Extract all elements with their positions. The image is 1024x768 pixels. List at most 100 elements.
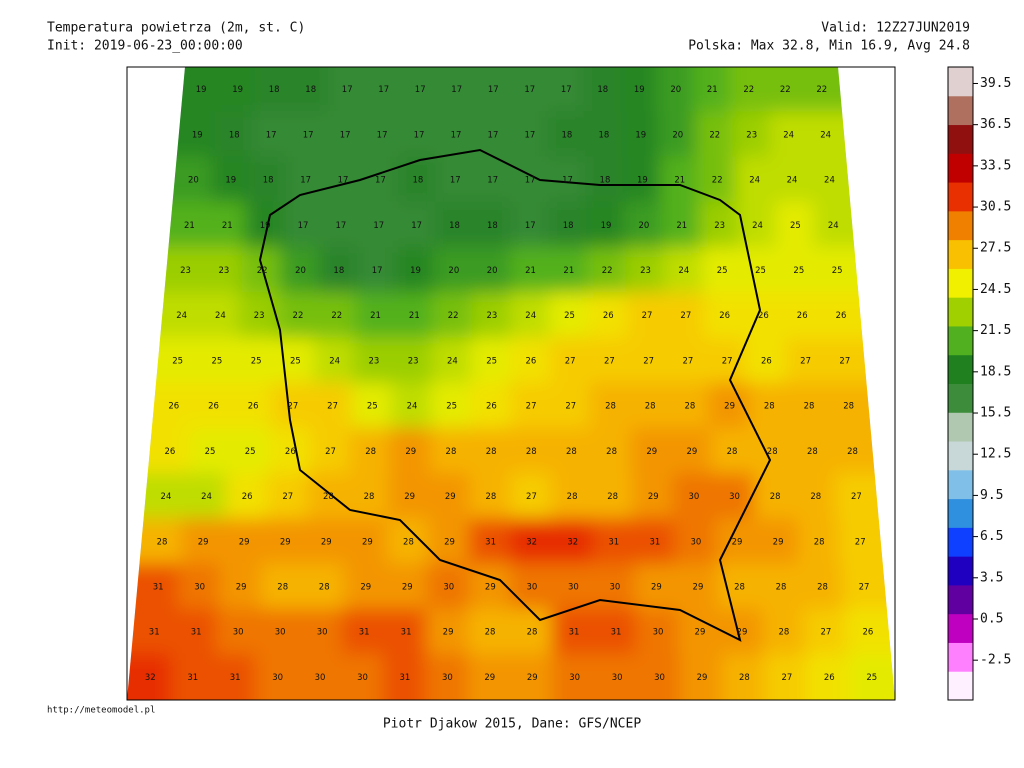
grid-value: 26	[797, 311, 808, 321]
temperature-cell	[216, 608, 261, 656]
grid-value: 18	[305, 85, 316, 95]
grid-value: 31	[569, 628, 580, 638]
temperature-cell	[127, 337, 199, 385]
colorbar-swatch	[948, 412, 973, 442]
temperature-cell	[232, 382, 275, 430]
grid-value: 17	[488, 85, 499, 95]
colorbar-tick-label: -2.5	[980, 653, 1011, 668]
grid-value: 29	[697, 673, 708, 683]
temperature-cell	[470, 382, 513, 430]
temperature-cell	[469, 518, 513, 566]
temperature-cell	[669, 382, 711, 430]
temperature-cell	[734, 156, 775, 204]
grid-value: 28	[767, 447, 778, 457]
grid-value: 28	[807, 447, 818, 457]
temperature-cell	[238, 292, 280, 340]
temperature-cell	[510, 292, 552, 340]
temperature-cell	[254, 67, 294, 114]
grid-value: 31	[608, 537, 619, 547]
stats: Polska: Max 32.8, Min 16.9, Avg 24.8	[688, 39, 970, 54]
temperature-cell	[791, 427, 834, 475]
grid-value: 26	[836, 311, 847, 321]
temperature-cell	[260, 563, 305, 611]
colorbar-tick-label: 3.5	[980, 570, 1003, 585]
grid-value: 24	[820, 130, 831, 140]
colorbar-tick-label: 33.5	[980, 158, 1011, 173]
grid-value: 26	[486, 402, 497, 412]
temperature-cell	[717, 563, 762, 611]
temperature-cell	[255, 653, 300, 700]
temperature-cell	[510, 563, 554, 611]
grid-value: 26	[761, 356, 772, 366]
grid-value: 30	[689, 492, 700, 502]
temperature-cell	[510, 518, 554, 566]
temperature-cell	[304, 518, 348, 566]
grid-value: 17	[303, 130, 314, 140]
grid-value: 30	[729, 492, 740, 502]
grid-value: 29	[648, 492, 659, 502]
grid-value: 23	[746, 130, 757, 140]
colorbar-tick-label: 27.5	[980, 241, 1011, 256]
colorbar-tick-label: 0.5	[980, 611, 1003, 626]
grid-value: 17	[336, 221, 347, 231]
colorbar-tick-label: 36.5	[980, 117, 1011, 132]
grid-value: 18	[333, 266, 344, 276]
grid-value: 23	[254, 311, 265, 321]
grid-value: 26	[525, 356, 536, 366]
temperature-cell	[824, 337, 895, 385]
temperature-cell	[588, 337, 630, 385]
grid-value: 31	[400, 673, 411, 683]
grid-value: 18	[229, 130, 240, 140]
grid-value: 17	[451, 130, 462, 140]
grid-value: 27	[287, 402, 298, 412]
grid-value: 26	[824, 673, 835, 683]
temperature-cell	[630, 427, 673, 475]
grid-value: 17	[525, 221, 536, 231]
grid-value: 17	[414, 130, 425, 140]
grid-value: 26	[168, 402, 179, 412]
temperature-cell	[551, 563, 596, 611]
grid-value: 29	[362, 537, 373, 547]
grid-value: 29	[239, 537, 250, 547]
grid-value: 25	[755, 266, 766, 276]
temperature-cell	[629, 382, 672, 430]
temperature-cell	[248, 156, 288, 204]
grid-value: 29	[236, 582, 247, 592]
temperature-cell	[550, 472, 594, 521]
temperature-cell	[127, 518, 184, 566]
grid-value: 19	[635, 130, 646, 140]
grid-value: 29	[651, 582, 662, 592]
grid-value: 28	[526, 447, 537, 457]
temperature-cell	[737, 201, 778, 249]
temperature-cell	[589, 382, 632, 430]
grid-value: 30	[612, 673, 623, 683]
temperature-cell	[211, 156, 251, 204]
grid-value: 21	[707, 85, 718, 95]
temperature-cell	[510, 653, 555, 700]
temperature-cell	[357, 246, 398, 295]
grid-value: 24	[329, 356, 340, 366]
temperature-cell	[431, 337, 474, 385]
grid-value: 24	[161, 492, 172, 502]
temperature-cell	[807, 653, 852, 700]
grid-value: 27	[526, 492, 537, 502]
temperature-cell	[291, 67, 330, 114]
grid-value: 31	[191, 628, 202, 638]
grid-value: 30	[275, 628, 286, 638]
temperature-cell	[396, 201, 437, 249]
temperature-cell	[794, 472, 838, 521]
grid-value: 19	[410, 266, 421, 276]
grid-value: 18	[563, 221, 574, 231]
temperature-cell	[214, 111, 254, 159]
colorbar-swatch	[948, 182, 973, 212]
temperature-cell	[127, 472, 188, 521]
temperature-cell	[433, 246, 475, 295]
grid-value: 22	[293, 311, 304, 321]
temperature-cell	[340, 653, 385, 700]
grid-value: 27	[839, 356, 850, 366]
grid-value: 17	[488, 130, 499, 140]
grid-value: 27	[526, 402, 537, 412]
temperature-cell	[745, 337, 787, 385]
temperature-cell	[196, 337, 238, 385]
temperature-cell	[695, 111, 735, 159]
